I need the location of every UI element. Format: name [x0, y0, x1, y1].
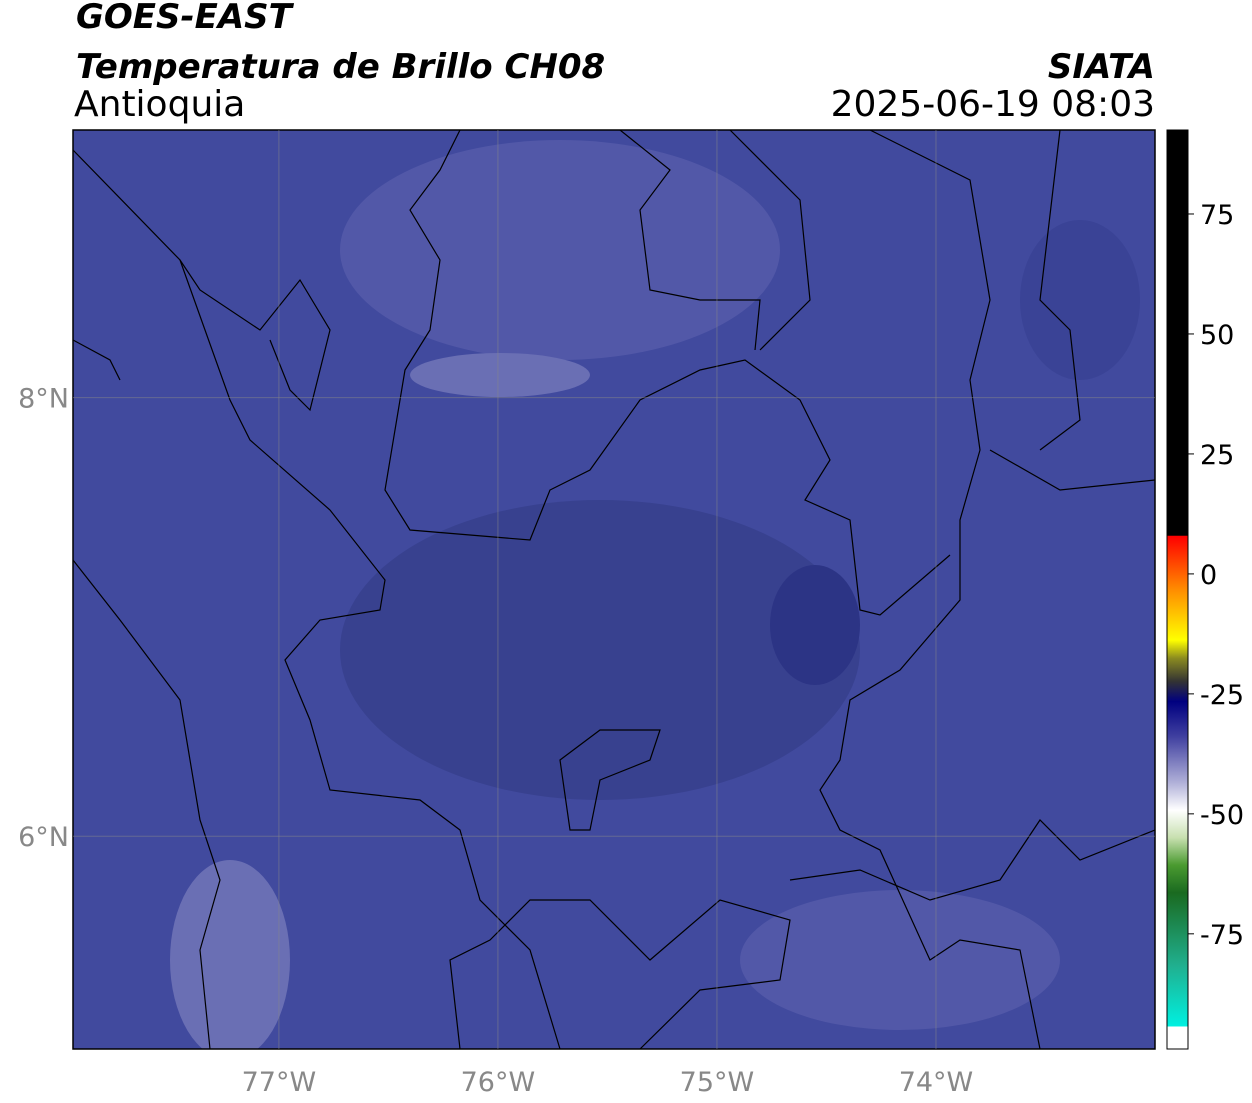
satellite-title: GOES-EAST [76, 0, 295, 37]
lon-tick-label: 74°W [899, 1067, 974, 1098]
cold-area [770, 565, 860, 685]
colorbar [1166, 129, 1189, 1050]
border [559, 729, 661, 831]
agency-label: SIATA [1048, 47, 1155, 87]
product-title: Temperatura de Brillo CH08 [76, 47, 605, 87]
map-area [73, 130, 1155, 1049]
lon-tick-label: 75°W [680, 1067, 755, 1098]
colorbar-tick-label: 50 [1200, 320, 1234, 351]
timestamp: 2025-06-19 08:03 [831, 84, 1155, 125]
lon-tick-label: 76°W [461, 1067, 536, 1098]
colorbar-tick-label: -75 [1200, 920, 1244, 951]
cloud-field [170, 860, 290, 1049]
colorbar-tick-label: 75 [1200, 200, 1234, 231]
border [989, 130, 1155, 491]
lon-tick-label: 77°W [242, 1067, 317, 1098]
colorbar-tick-label: 25 [1200, 440, 1234, 471]
coastline [73, 259, 331, 412]
border [449, 819, 1155, 1049]
lat-tick-label: 8°N [18, 384, 69, 415]
colorbar-tick-label: -50 [1200, 800, 1244, 831]
colorbar-tick-label: -25 [1200, 680, 1244, 711]
cold-area [1020, 220, 1140, 380]
region-label: Antioquia [74, 84, 245, 125]
cold-area [340, 500, 860, 800]
border [73, 149, 561, 1049]
map-frame [72, 129, 1156, 1050]
border [619, 130, 761, 351]
cloud-field [340, 140, 780, 360]
border [384, 130, 951, 616]
cloud-field [740, 890, 1060, 1030]
border [729, 130, 1041, 1049]
colorbar-tick-label: 0 [1200, 560, 1217, 591]
cloud-field [410, 353, 590, 397]
lat-tick-label: 6°N [18, 822, 69, 853]
coastline [73, 559, 221, 1049]
